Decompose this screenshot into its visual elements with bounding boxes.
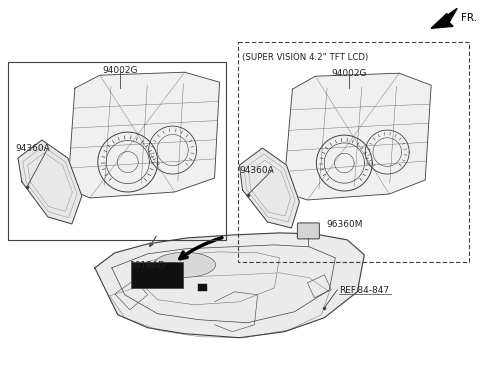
Text: 94360A: 94360A xyxy=(15,144,50,152)
Bar xyxy=(8,62,226,240)
Text: (SUPER VISION 4.2" TFT LCD): (SUPER VISION 4.2" TFT LCD) xyxy=(241,53,368,62)
Text: 96360M: 96360M xyxy=(326,220,363,229)
Polygon shape xyxy=(68,72,219,198)
Polygon shape xyxy=(18,140,82,224)
Polygon shape xyxy=(240,148,300,228)
Bar xyxy=(131,262,183,288)
Text: REF.84-847: REF.84-847 xyxy=(339,286,389,295)
Text: 94002G: 94002G xyxy=(102,66,137,75)
Text: 1018AD: 1018AD xyxy=(130,261,166,270)
Polygon shape xyxy=(431,8,457,28)
Ellipse shape xyxy=(154,252,216,277)
Polygon shape xyxy=(284,73,431,200)
Text: 94002G: 94002G xyxy=(332,69,367,78)
Bar xyxy=(238,42,469,262)
FancyBboxPatch shape xyxy=(298,223,319,239)
Polygon shape xyxy=(95,233,364,338)
Text: FR.: FR. xyxy=(461,13,477,23)
Bar xyxy=(198,284,206,291)
Text: 94360A: 94360A xyxy=(240,166,274,175)
